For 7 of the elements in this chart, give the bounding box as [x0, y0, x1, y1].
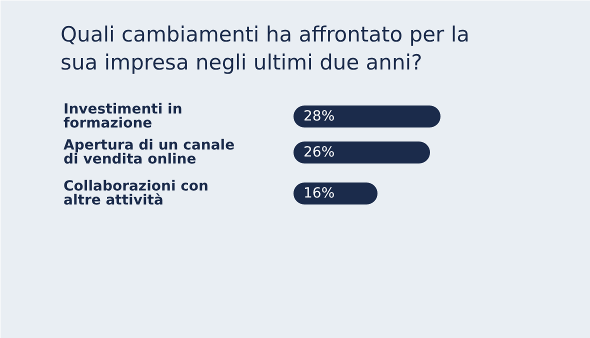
y-tick-label: Apertura di un canale di vendita online [64, 138, 235, 168]
chart-title: Quali cambiamenti ha affrontato per la sua impresa negli ultimi due anni? [60, 22, 470, 74]
data-label: 26% [304, 144, 335, 160]
data-label: 28% [304, 108, 335, 124]
data-label: 16% [304, 186, 335, 202]
y-tick-label: Collaborazioni con altre attività [64, 178, 209, 208]
y-tick-label: Investimenti in formazione [64, 102, 182, 132]
